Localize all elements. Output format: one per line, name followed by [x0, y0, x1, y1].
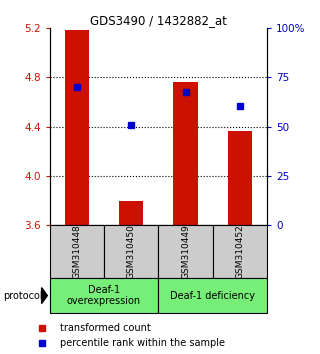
- Text: protocol: protocol: [3, 291, 43, 301]
- Title: GDS3490 / 1432882_at: GDS3490 / 1432882_at: [90, 14, 227, 27]
- Text: GSM310450: GSM310450: [127, 224, 136, 279]
- Text: GSM310452: GSM310452: [236, 224, 244, 279]
- Bar: [158, 278, 267, 313]
- Text: GSM310448: GSM310448: [72, 224, 81, 279]
- Bar: [158, 225, 213, 278]
- Text: percentile rank within the sample: percentile rank within the sample: [60, 338, 225, 348]
- Text: GSM310449: GSM310449: [181, 224, 190, 279]
- Bar: [65, 29, 89, 225]
- Text: transformed count: transformed count: [60, 322, 150, 332]
- Bar: [50, 278, 158, 313]
- Bar: [104, 225, 158, 278]
- Bar: [213, 225, 267, 278]
- Text: Deaf-1 deficiency: Deaf-1 deficiency: [170, 291, 255, 301]
- Bar: [119, 201, 143, 225]
- Bar: [228, 131, 252, 225]
- Bar: [173, 82, 198, 225]
- Bar: [50, 225, 104, 278]
- Text: Deaf-1
overexpression: Deaf-1 overexpression: [67, 285, 141, 307]
